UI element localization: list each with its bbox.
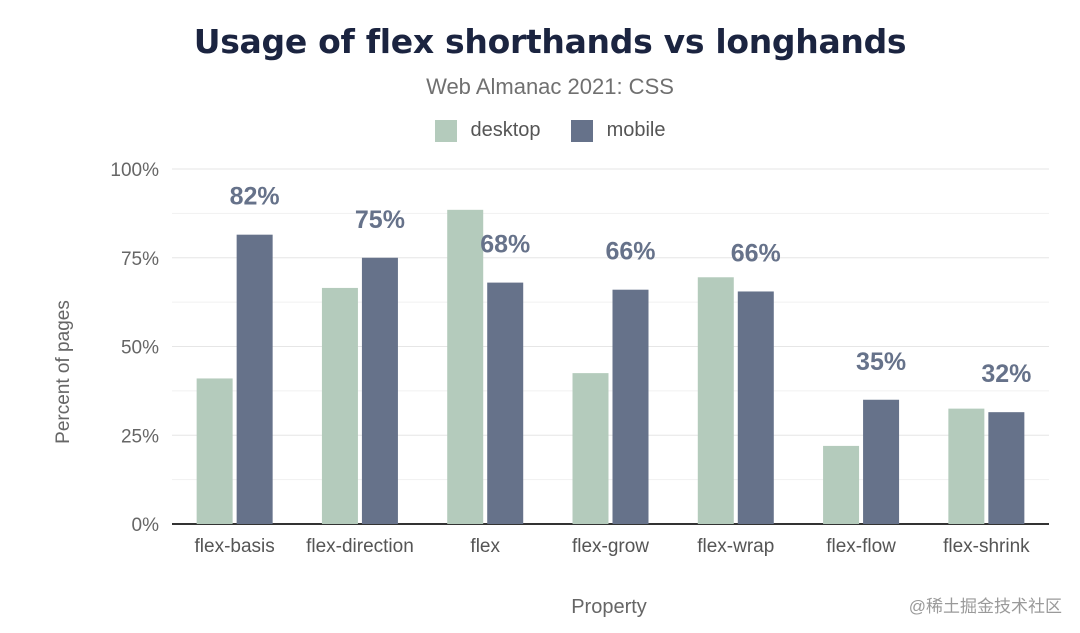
x-tick-label: flex: [470, 536, 500, 557]
y-tick-label: 25%: [121, 426, 159, 447]
x-tick-label: flex-flow: [826, 536, 896, 557]
bar-desktop-flex-direction: [321, 287, 358, 524]
watermark-text: @稀土掘金技术社区: [908, 597, 1062, 616]
data-label-mobile: 82%: [230, 183, 280, 211]
data-label-mobile: 66%: [605, 238, 655, 266]
x-tick-label: flex-shrink: [943, 536, 1030, 557]
legend-swatch-mobile: [570, 119, 593, 142]
legend-item-desktop: desktop: [434, 119, 541, 142]
bar-mobile-flex: [487, 282, 524, 524]
bar-desktop-flex-flow: [823, 445, 860, 524]
bar-mobile-flex-flow: [863, 399, 900, 524]
data-label-mobile: 32%: [981, 360, 1031, 388]
y-tick-label: 75%: [121, 249, 159, 270]
legend-item-mobile: mobile: [570, 119, 666, 142]
data-label-mobile: 68%: [480, 231, 530, 259]
legend-label-mobile: mobile: [606, 119, 666, 141]
y-tick-label: 50%: [121, 338, 159, 359]
y-tick-label: 100%: [110, 160, 159, 181]
grid-layer: [172, 168, 1049, 525]
x-tick-label: flex-wrap: [697, 536, 774, 557]
bar-desktop-flex-shrink: [948, 408, 985, 524]
bar-mobile-flex-grow: [612, 289, 649, 524]
x-axis-label: Property: [571, 596, 647, 618]
legend-swatch-desktop: [434, 119, 457, 142]
bars-layer: [196, 209, 1025, 525]
legend: desktop mobile: [0, 119, 1080, 142]
bar-desktop-flex-grow: [572, 373, 609, 524]
chart-title: Usage of flex shorthands vs longhands: [193, 22, 907, 61]
y-axis-label: Percent of pages: [53, 300, 74, 444]
labels-layer: 0% 25% 50% 75% 100% flex-basis 82% flex-directi…: [110, 160, 1031, 557]
data-label-mobile: 35%: [856, 348, 906, 376]
data-label-mobile: 66%: [731, 239, 781, 267]
bar-mobile-flex-wrap: [737, 291, 774, 524]
bar-desktop-flex-wrap: [697, 277, 734, 524]
x-tick-label: flex-basis: [195, 536, 275, 557]
bar-desktop-flex: [447, 209, 484, 524]
legend-label-desktop: desktop: [470, 119, 541, 141]
bar-desktop-flex-basis: [196, 378, 233, 524]
y-tick-label: 0%: [132, 515, 160, 536]
bar-mobile-flex-direction: [361, 257, 398, 524]
bar-mobile-flex-basis: [236, 234, 273, 525]
data-label-mobile: 75%: [355, 206, 405, 234]
bar-mobile-flex-shrink: [988, 412, 1025, 524]
x-tick-label: flex-grow: [572, 536, 649, 557]
chart-subtitle: Web Almanac 2021: CSS: [426, 74, 674, 99]
x-tick-label: flex-direction: [306, 536, 414, 557]
